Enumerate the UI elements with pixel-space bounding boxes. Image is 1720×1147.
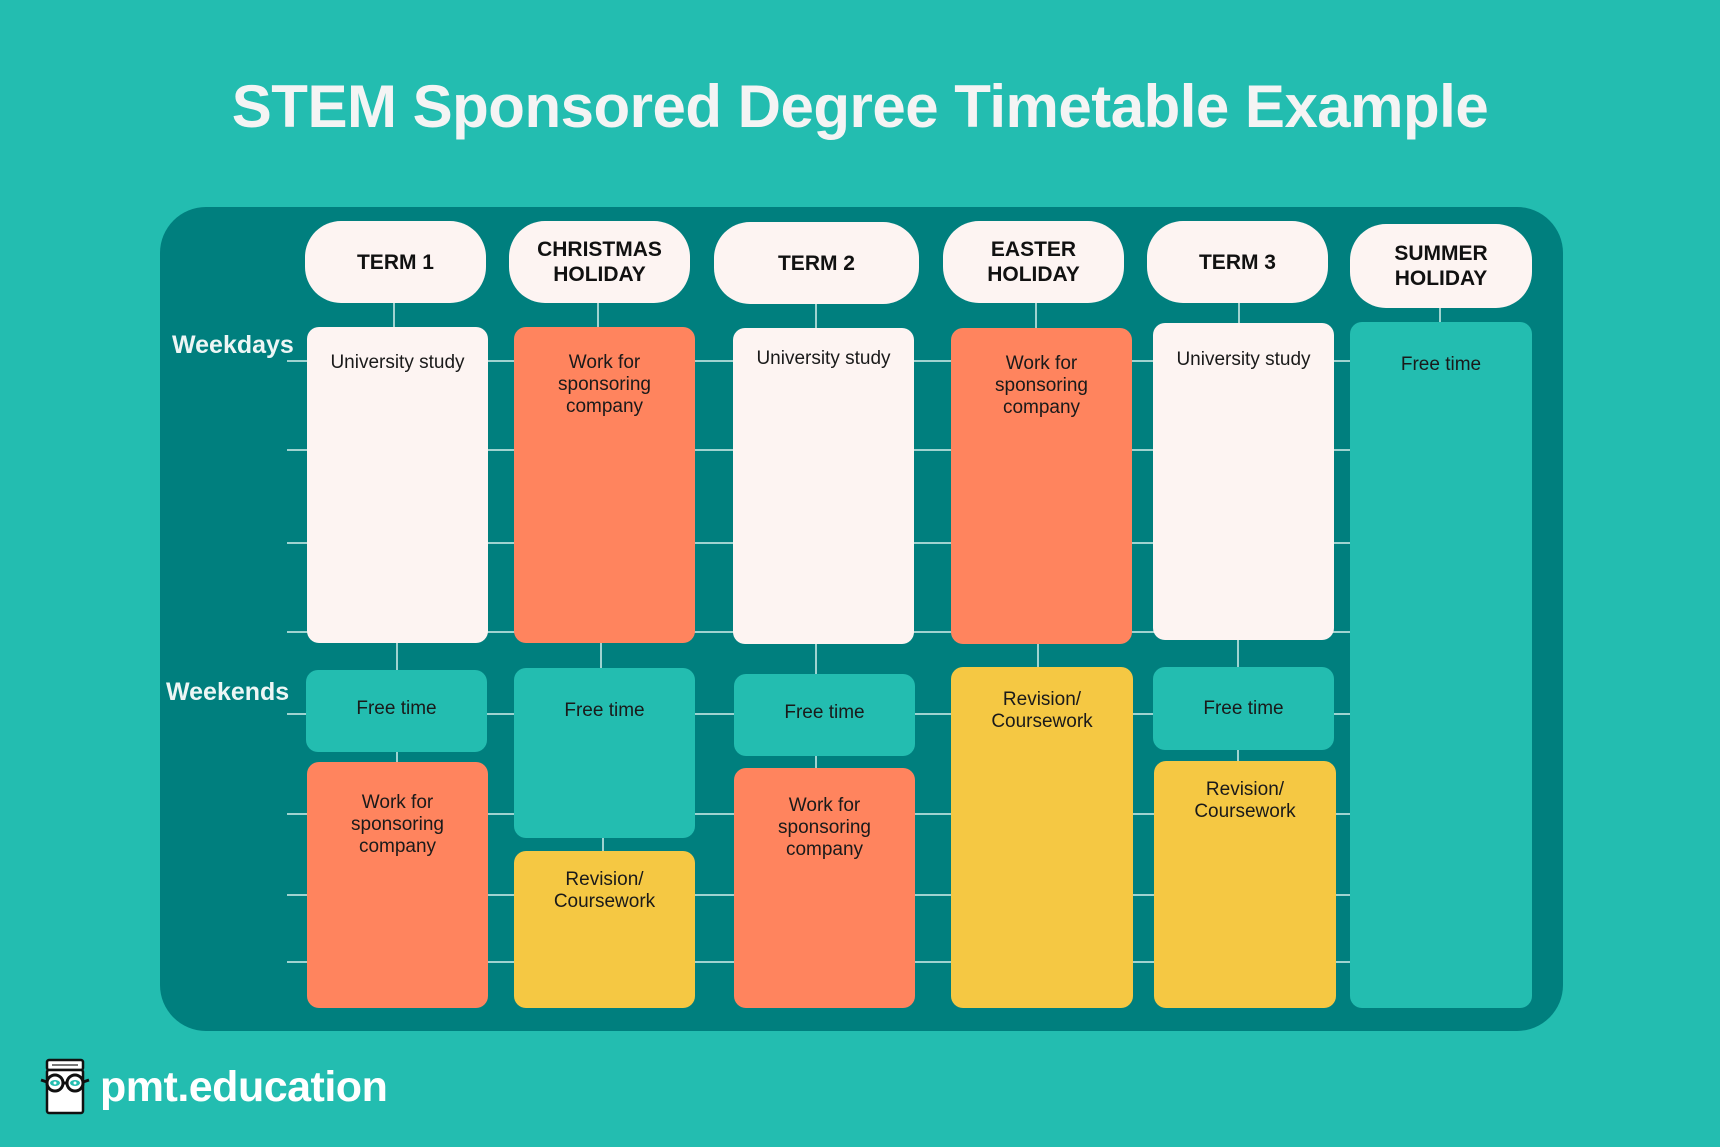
connector [815,640,817,674]
block-revision: Revision/ Coursework [514,851,695,1008]
connector [1037,640,1039,670]
block-university-study: University study [733,328,914,644]
block-label: Free time [1400,354,1482,375]
block-label: Work for sponsoring company [778,795,871,860]
block-label: Revision/ Coursework [553,869,656,912]
header-summer-holiday: SUMMER HOLIDAY [1350,224,1532,308]
connector [1238,300,1240,326]
book-with-glasses-icon [40,1058,90,1115]
block-label: University study [330,352,465,373]
header-term-2: TERM 2 [714,222,919,304]
block-label: Free time [564,700,645,721]
block-revision: Revision/ Coursework [1154,761,1336,1008]
connector [815,300,817,330]
block-revision: Revision/ Coursework [951,667,1133,1008]
page-title: STEM Sponsored Degree Timetable Example [231,73,1489,140]
block-free-time: Free time [306,670,487,752]
connector [597,300,599,330]
block-work: Work for sponsoring company [734,768,915,1008]
block-label: Revision/ Coursework [991,689,1093,732]
connector [602,835,604,851]
block-label: Work for sponsoring company [558,352,651,417]
block-label: Free time [1203,698,1284,719]
block-free-time: Free time [734,674,915,756]
header-term-3: TERM 3 [1147,221,1328,303]
connector [1439,300,1441,324]
connector [393,300,395,330]
block-university-study: University study [1153,323,1334,640]
connector [600,640,602,670]
block-university-study: University study [307,327,488,643]
header-term-1: TERM 1 [305,221,486,303]
block-work: Work for sponsoring company [951,328,1132,644]
connector [396,640,398,670]
block-label: University study [756,348,891,369]
row-label-weekdays: Weekdays [172,331,294,359]
block-label: Work for sponsoring company [351,792,444,857]
connector [396,750,398,762]
connector [815,755,817,769]
block-label: Work for sponsoring company [995,353,1088,418]
block-label: Free time [356,698,437,719]
connector [1237,636,1239,668]
connector [1237,748,1239,762]
block-label: Free time [784,702,865,723]
header-christmas-holiday: CHRISTMAS HOLIDAY [509,221,690,303]
header-easter-holiday: EASTER HOLIDAY [943,221,1124,303]
block-label: Revision/ Coursework [1194,779,1296,822]
block-work: Work for sponsoring company [307,762,488,1008]
block-free-time: Free time [1153,667,1334,750]
row-label-weekends: Weekends [166,678,290,706]
brand-name: pmt.education [100,1062,388,1111]
block-work: Work for sponsoring company [514,327,695,643]
brand-logo: pmt.education [40,1058,388,1116]
block-free-time: Free time [514,668,695,838]
block-free-time: Free time [1350,322,1532,1008]
connector [1035,300,1037,330]
block-label: University study [1176,349,1311,370]
